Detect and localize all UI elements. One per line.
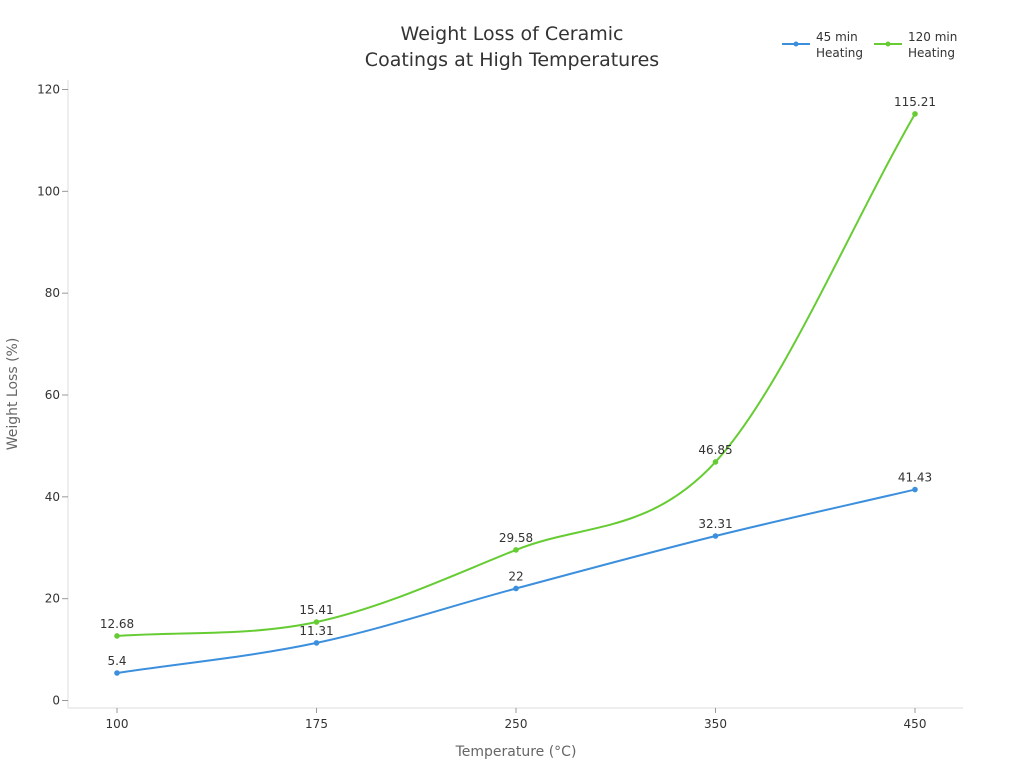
data-point-series-0 [912,486,918,493]
data-label-series-1: 115.21 [894,95,936,109]
data-point-series-1 [712,459,719,465]
y-tick-label: 120 [37,83,60,97]
y-tick-label: 40 [45,490,60,504]
x-axis-title: Temperature (°C) [455,744,577,760]
data-label-series-1: 46.85 [698,443,732,457]
legend: 45 min Heating 120 min Heating [782,30,957,60]
data-label-series-0: 5.4 [107,654,126,668]
legend-label-45min-line-2: Heating [816,46,863,60]
legend-label-120min-line-2: Heating [908,46,955,60]
legend-item-120min[interactable]: 120 min Heating [874,30,957,60]
y-tick-label: 80 [45,286,60,300]
data-point-series-1 [513,547,519,553]
y-tick-label: 60 [45,388,60,402]
data-point-series-0 [114,670,120,676]
y-tick-label: 20 [45,592,60,606]
chart-title-line-1: Weight Loss of Ceramic [401,23,624,45]
data-point-series-0 [313,640,320,646]
x-tick-label: 350 [704,717,727,731]
x-tick-label: 100 [106,717,129,731]
data-label-series-1: 12.68 [100,617,134,631]
data-point-series-1 [912,111,918,117]
x-tick-label: 450 [904,717,927,731]
data-label-series-1: 15.41 [299,603,333,617]
y-tick-label: 100 [37,184,60,198]
x-tick-label: 175 [305,717,328,731]
legend-item-45min[interactable]: 45 min Heating [782,30,863,60]
data-label-series-1: 29.58 [499,531,533,545]
data-label-series-0: 41.43 [898,471,932,485]
series-line-1 [116,113,916,637]
legend-marker-45min [793,41,799,47]
data-point-series-1 [114,633,120,639]
data-point-series-0 [712,533,719,539]
data-point-series-0 [513,585,519,592]
y-tick-label: 0 [52,694,60,708]
data-point-series-1 [313,619,320,625]
data-label-series-0: 22 [508,569,523,583]
plot-area: 0 20 40 60 80 100 120 100 175 250 350 450 5.4 11.31 22… [37,80,963,731]
legend-marker-120min [885,41,891,47]
chart-title-line-2: Coatings at High Temperatures [365,49,659,71]
y-axis-title: Weight Loss (%) [5,338,21,451]
legend-label-120min-line-1: 120 min [908,30,957,44]
data-label-series-0: 11.31 [299,624,333,638]
data-label-series-0: 32.31 [698,517,732,531]
legend-label-45min-line-1: 45 min [816,30,858,44]
x-tick-label: 250 [505,717,528,731]
